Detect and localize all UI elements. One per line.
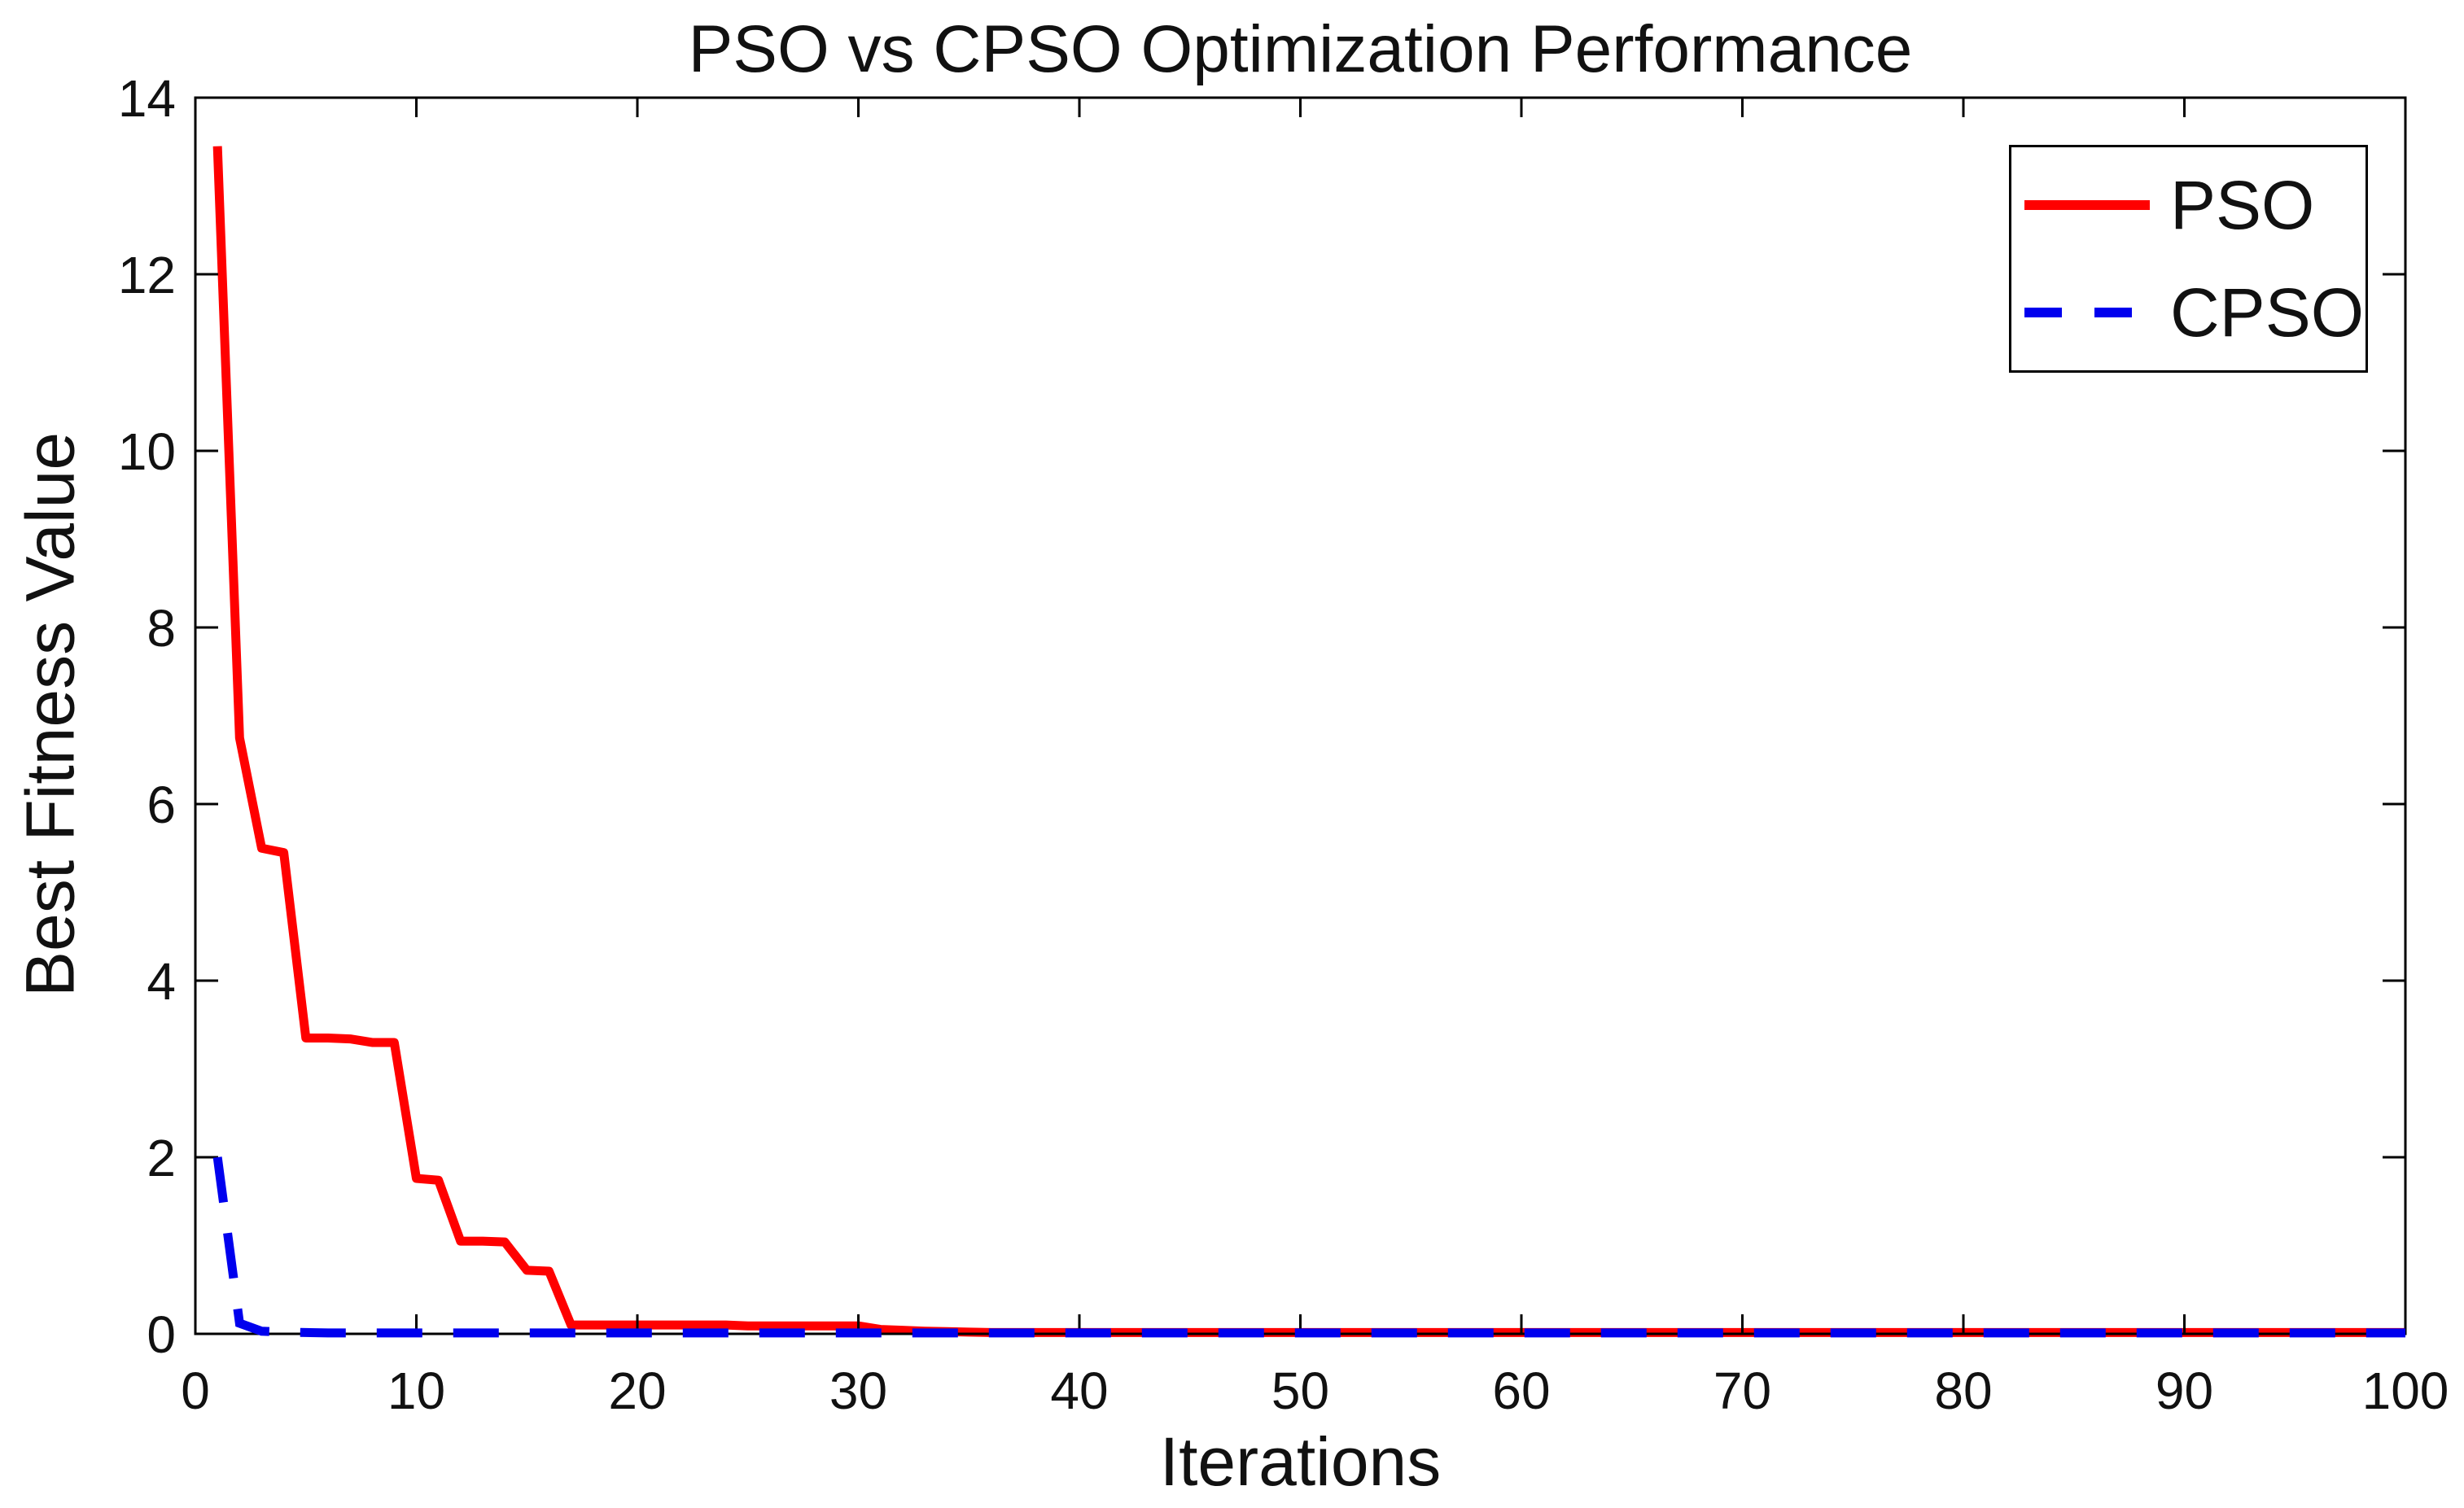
legend-label-pso: PSO [2170,167,2315,244]
cpso-line-sample [2024,307,2150,317]
cpso-line [212,1156,2405,1338]
x-tick-label: 20 [608,1362,666,1420]
legend-box: PSO CPSO [2009,145,2368,373]
y-tick-label: 6 [147,776,176,834]
y-tick-label: 4 [147,952,176,1011]
y-tick-label: 14 [118,69,176,128]
y-tick-label: 0 [147,1305,176,1364]
x-tick-label: 60 [1492,1362,1550,1420]
x-tick-label: 0 [181,1362,210,1420]
legend-entry-cpso: CPSO [2011,264,2366,361]
y-tick-label: 12 [118,246,176,304]
x-tick-label: 100 [2362,1362,2449,1420]
legend-label-cpso: CPSO [2170,273,2365,351]
x-tick-label: 30 [829,1362,887,1420]
legend-entry-pso: PSO [2011,156,2366,254]
x-axis-label: Iterations [1159,1423,1442,1500]
x-tick-label: 80 [1934,1362,1992,1420]
x-tick-label: 50 [1271,1362,1329,1420]
x-tick-label: 40 [1050,1362,1108,1420]
pso-line-sample [2024,200,2150,211]
x-tick-label: 70 [1713,1362,1771,1420]
y-tick-label: 10 [118,422,176,481]
chart-title: PSO vs CPSO Optimization Performance [688,12,1913,86]
y-tick-label: 2 [147,1129,176,1187]
x-tick-label: 90 [2155,1362,2213,1420]
x-tick-label: 10 [387,1362,445,1420]
y-tick-label: 8 [147,599,176,658]
